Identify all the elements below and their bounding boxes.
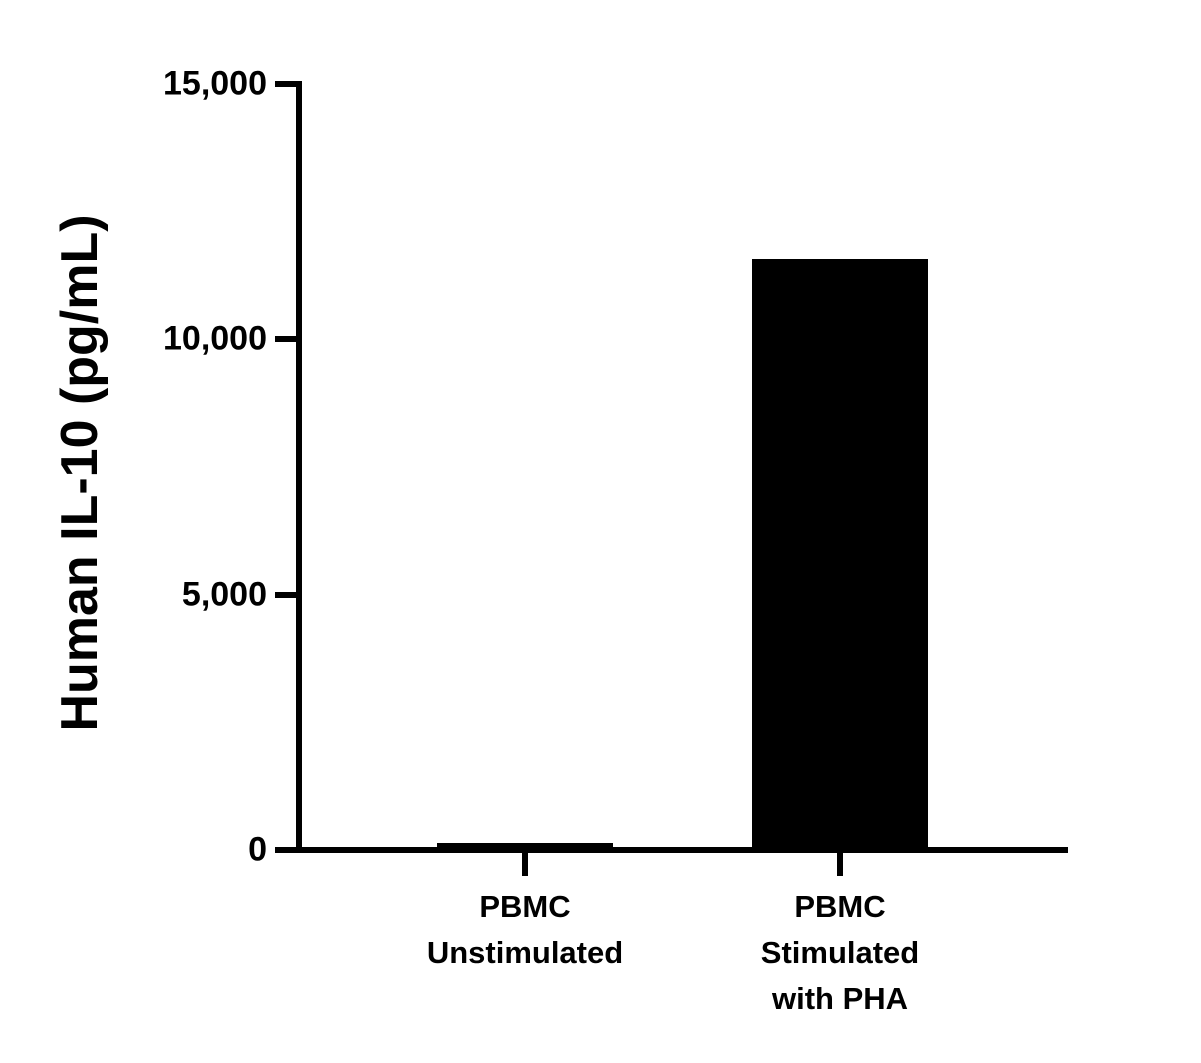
bar-unstimulated (437, 843, 613, 850)
y-tick-mark (275, 336, 299, 343)
x-category-label: PBMC Stimulated with PHA (680, 884, 1000, 1022)
y-axis-line (296, 81, 302, 853)
y-tick-mark (275, 847, 299, 853)
x-category-label: PBMC Unstimulated (365, 884, 685, 976)
y-axis-title: Human IL-10 (pg/mL) (51, 214, 109, 732)
y-tick-label: 10,000 (163, 319, 267, 358)
x-category-label-line: PBMC (794, 889, 886, 924)
y-tick-label: 5,000 (181, 575, 267, 614)
x-category-label-line: Unstimulated (426, 935, 624, 970)
bar-stimulated (752, 259, 928, 850)
y-tick-mark (275, 81, 299, 87)
y-tick-label: 0 (248, 830, 267, 869)
x-axis-line (296, 847, 1068, 853)
x-category-label-line: with PHA (771, 981, 909, 1016)
x-category-label-line: PBMC (479, 889, 571, 924)
x-category-label-line: Stimulated (760, 935, 920, 970)
y-tick-label: 15,000 (163, 64, 267, 103)
x-tick-mark (522, 853, 528, 876)
x-tick-mark (837, 853, 843, 876)
y-tick-mark (275, 591, 299, 598)
